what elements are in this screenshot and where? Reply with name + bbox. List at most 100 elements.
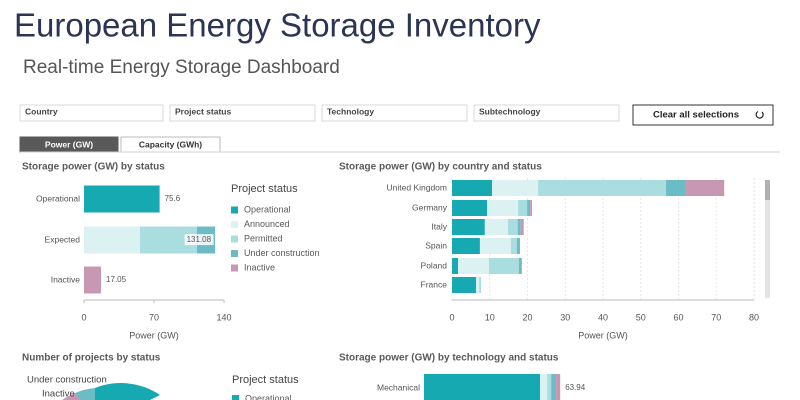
legend-item: Announced	[244, 219, 290, 229]
legend-item: Permitted	[244, 233, 283, 243]
scrollbar-thumb[interactable]	[765, 180, 770, 200]
x-tick-label: 10	[485, 312, 495, 322]
filter-label: Subtechnology	[479, 106, 541, 116]
bar-segment	[666, 180, 687, 196]
filter-bar: Country Project status Technology Subtec…	[19, 104, 774, 126]
bar-total-label: 63.94	[565, 383, 586, 392]
x-tick-label: 140	[216, 312, 231, 322]
bar-segment	[479, 277, 482, 293]
x-tick-label: 30	[560, 312, 570, 322]
chart-title: Storage power (GW) by country and status	[339, 162, 542, 173]
chart-title: Storage power (GW) by technology and sta…	[339, 353, 559, 364]
bar-segment	[488, 258, 519, 274]
bar-segment	[476, 277, 480, 293]
filter-label: Technology	[327, 106, 374, 116]
legend-swatch	[231, 206, 238, 214]
x-tick-label: 20	[522, 312, 532, 322]
bar-segment	[516, 238, 520, 254]
bar-segment	[510, 238, 517, 254]
y-tick-label: Germany	[412, 202, 448, 212]
bar-segment	[538, 180, 667, 196]
legend-item: Inactive	[244, 262, 275, 272]
label-box	[184, 234, 214, 246]
y-tick-label: Operational	[36, 193, 80, 203]
bar-segment	[518, 200, 528, 216]
clear-button-label: Clear all selections	[653, 110, 739, 121]
donut-label: Inactive	[42, 389, 75, 400]
bar-segment	[484, 219, 508, 235]
bar-segment	[517, 219, 521, 235]
legend-swatch	[231, 250, 238, 257]
filter-box[interactable]	[473, 104, 620, 122]
legend-swatch	[231, 264, 238, 272]
tabs: Power (GW) Capacity (GWh)	[19, 136, 221, 153]
y-tick-label: Expected	[45, 234, 81, 244]
legend-swatch	[232, 395, 239, 400]
y-tick-label: United Kingdom	[387, 182, 447, 192]
bar-segment	[686, 180, 725, 196]
bar-segment	[518, 258, 522, 274]
donut-segment	[75, 388, 95, 400]
x-tick-label: 0	[81, 312, 86, 322]
y-tick-label: Spain	[425, 240, 447, 250]
filter-box[interactable]	[321, 104, 468, 122]
page-title: European Energy Storage Inventory	[14, 7, 541, 44]
y-tick-label: Inactive	[51, 274, 81, 284]
filter-label: Project status	[175, 106, 231, 116]
x-tick-label: 60	[673, 312, 683, 322]
bar-segment	[520, 219, 524, 235]
y-tick-label: Italy	[431, 221, 447, 231]
refresh-icon	[755, 110, 764, 119]
x-tick-label: 50	[636, 312, 646, 322]
bar-segment	[424, 374, 541, 400]
bar-segment	[84, 185, 160, 213]
x-tick-label: 40	[598, 312, 608, 322]
tab-label: Power (GW)	[45, 139, 93, 149]
x-axis-label: Power (GW)	[129, 330, 179, 340]
bar-segment	[452, 200, 488, 216]
filter-box[interactable]	[169, 104, 316, 122]
chart-title: Storage power (GW) by status	[22, 162, 165, 173]
y-tick-label: France	[421, 279, 448, 289]
scrollbar-track[interactable]	[765, 180, 770, 298]
x-axis-label: Power (GW)	[578, 330, 628, 340]
bar-segment	[84, 226, 140, 254]
y-tick-label: Poland	[421, 260, 448, 270]
bar-total-label: 17.05	[106, 275, 127, 284]
legend-title: Project status	[232, 374, 299, 386]
bar-segment	[492, 180, 539, 196]
legend-title: Project status	[231, 183, 298, 195]
donut-segment	[95, 383, 160, 400]
bar-segment	[84, 266, 102, 294]
bar-segment	[530, 200, 533, 216]
bar-segment	[487, 200, 519, 216]
bar-segment	[527, 200, 531, 216]
legend-item: Under construction	[244, 248, 320, 258]
bar-segment	[458, 258, 489, 274]
bar-segment	[507, 219, 518, 235]
filter-label: Country	[25, 106, 58, 116]
donut	[62, 383, 160, 400]
bar-total-label: 75.6	[165, 194, 181, 203]
bar-segment	[556, 374, 561, 400]
donut-label: Under construction	[27, 375, 107, 386]
legend-item: Operational	[245, 393, 292, 400]
legend-swatch	[231, 235, 238, 243]
page-subtitle: Real-time Energy Storage Dashboard	[23, 57, 340, 78]
chart-title: Number of projects by status	[22, 353, 161, 364]
clear-button[interactable]	[632, 104, 774, 126]
bar-segment	[479, 238, 511, 254]
bar-segment	[452, 219, 485, 235]
x-tick-label: 70	[149, 312, 159, 322]
bar-segment	[540, 374, 548, 400]
x-tick-label: 70	[711, 312, 721, 322]
filter-box[interactable]	[19, 104, 164, 122]
bar-segment	[452, 258, 459, 274]
bar-segment	[452, 277, 477, 293]
bar-segment	[452, 238, 480, 254]
bar-segment	[547, 374, 552, 400]
tab-label: Capacity (GWh)	[139, 139, 202, 149]
bar-total-label: 131.08	[187, 235, 212, 244]
y-tick-label: Mechanical	[377, 382, 420, 392]
